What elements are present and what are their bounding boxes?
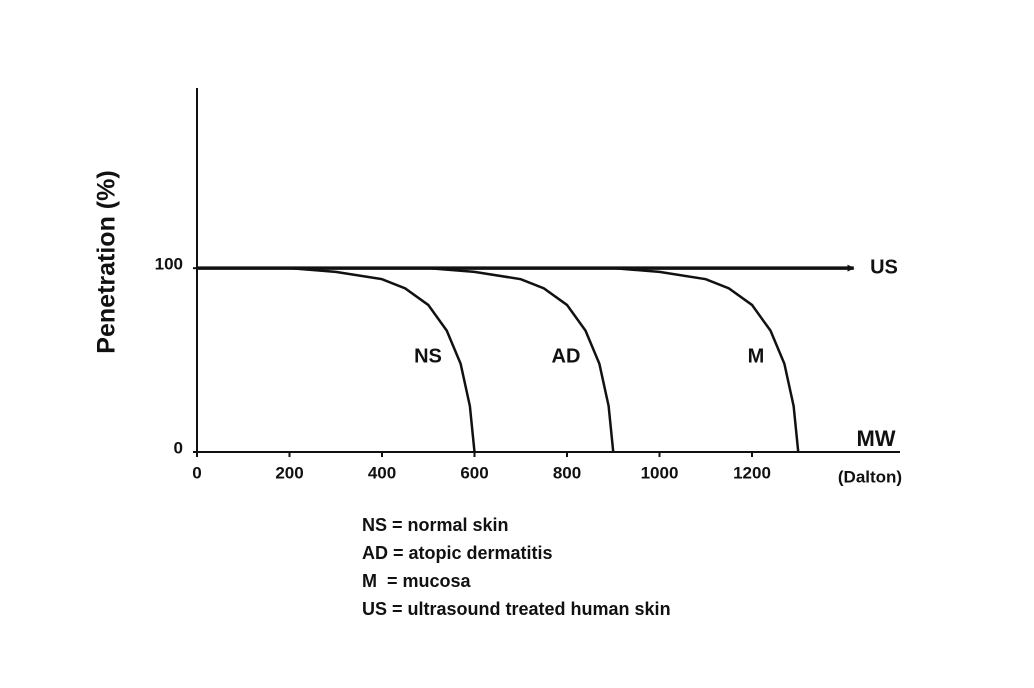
curve-label: US [870, 256, 898, 278]
curve [197, 266, 615, 453]
curve [197, 266, 800, 453]
note: M = mucosa [362, 571, 472, 591]
x-tick-label: 400 [368, 463, 396, 482]
x-tick-label: 600 [460, 463, 488, 482]
curve-label: AD [552, 345, 581, 367]
x-axis-unit: (Dalton) [838, 467, 902, 486]
curve-label: M [748, 345, 765, 367]
curve [197, 266, 476, 453]
x-tick-label: 800 [553, 463, 581, 482]
x-axis-label: MW [856, 426, 895, 451]
y-axis-label: Penetration (%) [93, 170, 121, 353]
curve-label: NS [414, 345, 442, 367]
x-tick-label: 0 [192, 463, 201, 482]
note: NS = normal skin [362, 515, 509, 535]
x-tick-label: 1200 [733, 463, 771, 482]
note: US = ultrasound treated human skin [362, 599, 671, 619]
notes: NS = normal skin AD = atopic dermatitis M … [362, 515, 671, 619]
x-tick-label: 1000 [641, 463, 679, 482]
x-tick-label: 200 [275, 463, 303, 482]
y-tick-label: 0 [174, 438, 183, 457]
note: AD = atopic dermatitis [362, 543, 553, 563]
y-tick-label: 100 [155, 255, 183, 274]
